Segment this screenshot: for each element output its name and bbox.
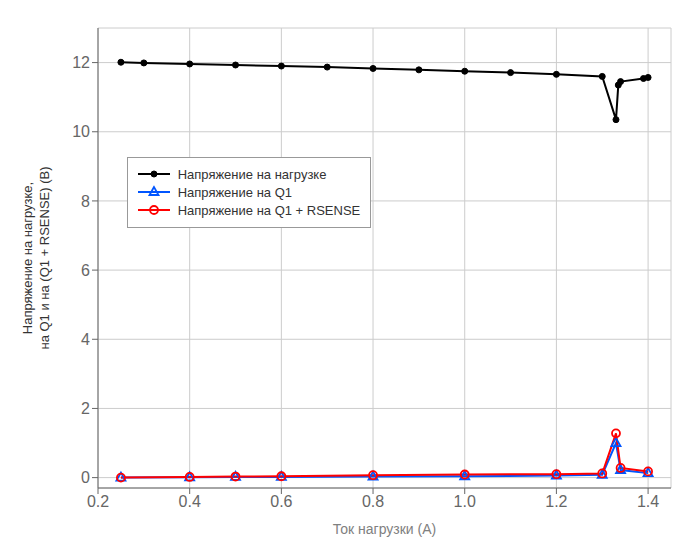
svg-text:Ток нагрузки (А): Ток нагрузки (А) bbox=[333, 521, 436, 537]
html-text:Напряжение на нагрузке: Напряжение на нагрузке bbox=[177, 166, 327, 182]
svg-text:12: 12 bbox=[72, 54, 90, 71]
svg-text:2: 2 bbox=[81, 400, 90, 417]
svg-text:1.0: 1.0 bbox=[454, 493, 476, 510]
svg-text:6: 6 bbox=[81, 262, 90, 279]
svg-text:1.4: 1.4 bbox=[637, 493, 659, 510]
html-text:Напряжение на Q1 + RSENSE: Напряжение на Q1 + RSENSE bbox=[177, 202, 361, 218]
svg-text:0.8: 0.8 bbox=[362, 493, 384, 510]
html-text:Напряжение на Q1: Напряжение на Q1 bbox=[177, 184, 292, 200]
svg-text:Напряжение на нагрузке,на Q1 и: Напряжение на нагрузке,на Q1 и на (Q1 + … bbox=[20, 166, 52, 349]
svg-text:4: 4 bbox=[81, 331, 90, 348]
svg-text:0: 0 bbox=[81, 469, 90, 486]
svg-text:10: 10 bbox=[72, 123, 90, 140]
svg-text:0.6: 0.6 bbox=[270, 493, 292, 510]
svg-text:8: 8 bbox=[81, 193, 90, 210]
svg-text:0.2: 0.2 bbox=[87, 493, 109, 510]
svg-text:1.2: 1.2 bbox=[545, 493, 567, 510]
svg-text:0.4: 0.4 bbox=[179, 493, 201, 510]
